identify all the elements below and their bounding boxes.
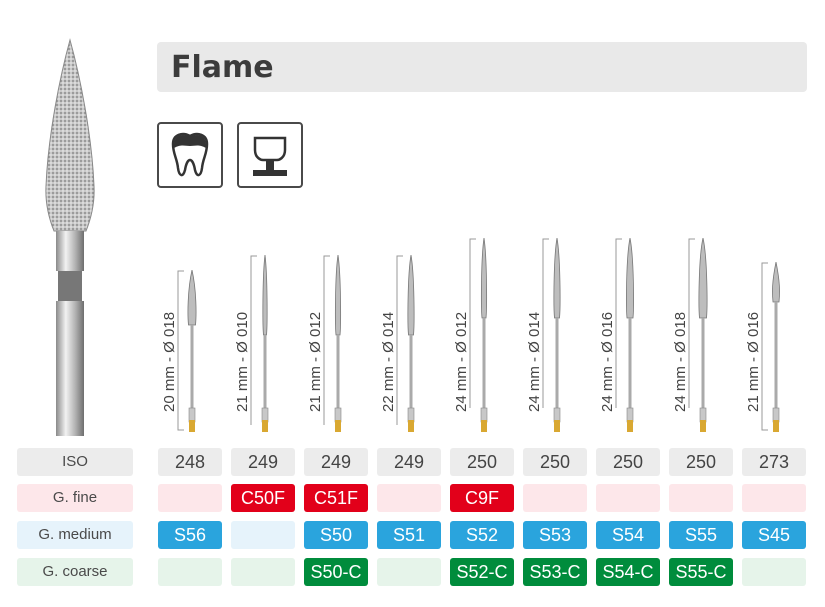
cell-fine-2: C50F: [231, 484, 295, 512]
cell-medium-1: S56: [158, 521, 222, 549]
cell-iso-9: 273: [742, 448, 806, 476]
cell-medium-7: S54: [596, 521, 660, 549]
cell-coarse-2: [231, 558, 295, 586]
cell-coarse-1: [158, 558, 222, 586]
row-label-fine: G. fine: [17, 484, 133, 512]
cell-iso-5: 250: [450, 448, 514, 476]
bur-image: [480, 238, 488, 432]
cell-coarse-4: [377, 558, 441, 586]
cell-medium-8: S55: [669, 521, 733, 549]
page-title: Flame: [171, 50, 274, 85]
cell-fine-1: [158, 484, 222, 512]
row-label-coarse: G. coarse: [17, 558, 133, 586]
tooth-crown-icon: [157, 122, 223, 188]
cell-iso-7: 250: [596, 448, 660, 476]
dimension-bracket: [542, 238, 549, 408]
cell-fine-5: C9F: [450, 484, 514, 512]
dimension-bracket: [761, 262, 768, 431]
cell-medium-9: S45: [742, 521, 806, 549]
cell-coarse-6: S53-C: [523, 558, 587, 586]
cell-iso-1: 248: [158, 448, 222, 476]
bur-image: [187, 270, 197, 432]
cell-fine-7: [596, 484, 660, 512]
cell-coarse-7: S54-C: [596, 558, 660, 586]
cell-medium-2: [231, 521, 295, 549]
dimension-bracket: [469, 238, 476, 408]
dimension-bracket: [615, 238, 622, 408]
dimension-bracket: [250, 255, 257, 425]
cell-medium-3: S50: [304, 521, 368, 549]
dimension-bracket: [688, 238, 695, 408]
cell-coarse-3: S50-C: [304, 558, 368, 586]
dimension-bracket: [396, 255, 403, 425]
bur-image: [334, 255, 342, 432]
row-label-iso: ISO: [17, 448, 133, 476]
cell-iso-4: 249: [377, 448, 441, 476]
cell-coarse-8: S55-C: [669, 558, 733, 586]
bur-image: [553, 238, 561, 432]
title-bar: Flame: [157, 42, 807, 92]
cell-medium-6: S53: [523, 521, 587, 549]
large-flame-bur-image: [45, 38, 95, 436]
cell-iso-2: 249: [231, 448, 295, 476]
dimension-bracket: [323, 255, 330, 425]
row-label-medium: G. medium: [17, 521, 133, 549]
cell-coarse-5: S52-C: [450, 558, 514, 586]
bur-image: [407, 255, 415, 432]
cell-iso-3: 249: [304, 448, 368, 476]
crown-preparation-icon: [237, 122, 303, 188]
cell-iso-8: 250: [669, 448, 733, 476]
bur-image: [261, 255, 269, 432]
cell-iso-6: 250: [523, 448, 587, 476]
bur-image: [626, 238, 634, 432]
cell-fine-6: [523, 484, 587, 512]
cell-fine-8: [669, 484, 733, 512]
cell-fine-9: [742, 484, 806, 512]
bur-image: [698, 238, 708, 432]
cell-medium-5: S52: [450, 521, 514, 549]
cell-coarse-9: [742, 558, 806, 586]
dimension-bracket: [177, 270, 184, 431]
cell-medium-4: S51: [377, 521, 441, 549]
cell-fine-4: [377, 484, 441, 512]
bur-image: [772, 262, 780, 432]
cell-fine-3: C51F: [304, 484, 368, 512]
